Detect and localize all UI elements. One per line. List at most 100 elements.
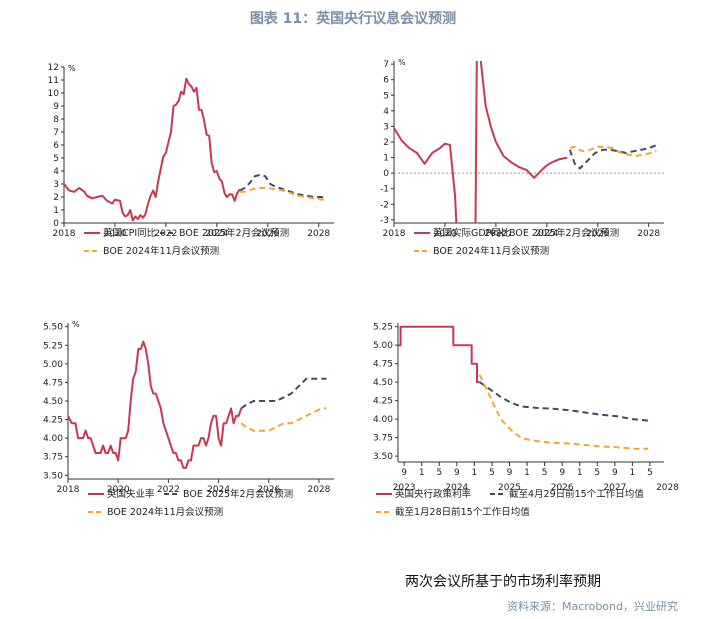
x-tick-label: 5 bbox=[647, 468, 653, 478]
x-tick-label: 9 bbox=[559, 468, 565, 478]
y-tick-label: 3.75 bbox=[43, 453, 63, 463]
y-tick-label: 5.25 bbox=[43, 341, 63, 351]
y-tick-label: 1 bbox=[53, 206, 59, 216]
y-tick-label: 4 bbox=[383, 107, 389, 117]
series-line-actual bbox=[398, 325, 480, 384]
y-tick-label: 4.00 bbox=[43, 434, 63, 444]
x-tick-label: 2022 bbox=[154, 229, 177, 239]
legend-label: BOE 2025年2月会议预测 bbox=[179, 227, 289, 239]
y-tick-label: 4.00 bbox=[373, 415, 393, 425]
y-tick-label: 3.50 bbox=[373, 452, 393, 462]
x-tick-label: 1 bbox=[472, 468, 478, 478]
x-tick-label: 9 bbox=[401, 468, 407, 478]
y-tick-label: 4.50 bbox=[373, 378, 393, 388]
x-year-label: 2028 bbox=[656, 483, 679, 493]
y-tick-label: 5 bbox=[53, 154, 59, 164]
x-tick-label: 2028 bbox=[307, 229, 330, 239]
gdp-chart: -3 -2 -1 0 1 2 3 4 5 6 7 % 2018 2020 2022 2024 2026 2028 英… bbox=[380, 58, 664, 257]
x-year-label: 2023 bbox=[393, 483, 416, 493]
y-tick-label: 6 bbox=[383, 76, 389, 86]
y-tick-label: 6 bbox=[53, 141, 59, 151]
source-note: 资料来源：Macrobond，兴业研究 bbox=[507, 600, 678, 613]
y-tick-label: 0 bbox=[383, 169, 389, 179]
y-tick-label: 4.75 bbox=[43, 378, 63, 388]
figure-title: 图表 11：英国央行议息会议预测 bbox=[249, 11, 457, 27]
y-tick-label: 5 bbox=[383, 91, 389, 101]
y-tick-label: 10 bbox=[48, 89, 60, 99]
x-tick-label: 1 bbox=[630, 468, 636, 478]
y-tick-label: -2 bbox=[380, 200, 389, 210]
series-line-nov2024 bbox=[239, 186, 327, 201]
series-line-feb2025 bbox=[479, 381, 649, 422]
y-tick-label: -3 bbox=[380, 216, 389, 226]
x-tick-label: 2018 bbox=[383, 229, 406, 239]
x-tick-label: 9 bbox=[612, 468, 618, 478]
y-tick-label: -1 bbox=[380, 185, 389, 195]
series-line-nov2024 bbox=[478, 374, 649, 450]
y-tick-label: 8 bbox=[53, 115, 59, 125]
legend-label: 截至1月28日前15个工作日均值 bbox=[395, 506, 530, 518]
y-tick-label: 5.50 bbox=[43, 323, 63, 333]
legend-label: 英国央行政策利率 bbox=[395, 488, 472, 500]
series-line-actual bbox=[394, 61, 568, 223]
y-tick-label: 5.00 bbox=[43, 360, 63, 370]
series-line-actual bbox=[64, 77, 241, 222]
x-tick-label: 2020 bbox=[107, 485, 130, 495]
x-tick-label: 5 bbox=[594, 468, 600, 478]
unemployment-chart: 3.50 3.75 4.00 4.25 4.50 4.75 5.00 5.25 5.50 % 201… bbox=[43, 320, 334, 518]
x-year-label: 2026 bbox=[551, 483, 574, 493]
x-tick-label: 9 bbox=[454, 468, 460, 478]
y-tick-label: 2 bbox=[53, 193, 59, 203]
legend-label: 英国实际GDP同比 bbox=[433, 227, 510, 239]
x-tick-label: 1 bbox=[419, 468, 425, 478]
x-tick-label: 2028 bbox=[307, 485, 330, 495]
legend-label: 截至4月29日前15个工作日均值 bbox=[509, 488, 644, 500]
legend-label: BOE 2024年11月会议预测 bbox=[107, 506, 223, 518]
legend-label: BOE 2024年11月会议预测 bbox=[103, 245, 219, 257]
legend-label: 英国CPI同比 bbox=[103, 227, 156, 239]
unit-label: % bbox=[72, 320, 80, 329]
legend-label: BOE 2025年2月会议预测 bbox=[509, 227, 619, 239]
unit-label: % bbox=[68, 64, 76, 73]
y-tick-label: 4 bbox=[53, 167, 59, 177]
x-year-label: 2025 bbox=[498, 483, 521, 493]
x-tick-label: 2018 bbox=[53, 229, 76, 239]
x-tick-label: 2024 bbox=[535, 229, 558, 239]
x-tick-label: 2020 bbox=[433, 229, 456, 239]
y-tick-label: 4.75 bbox=[373, 360, 393, 370]
y-tick-label: 2 bbox=[383, 138, 389, 148]
x-tick-label: 2026 bbox=[257, 485, 280, 495]
x-tick-label: 2026 bbox=[256, 229, 279, 239]
x-tick-label: 2024 bbox=[207, 485, 230, 495]
x-year-label: 2027 bbox=[603, 483, 626, 493]
x-year-label: 2024 bbox=[445, 483, 468, 493]
series-line-feb2025 bbox=[239, 173, 327, 200]
legend-label: BOE 2024年11月会议预测 bbox=[433, 245, 549, 257]
footer-caption: 两次会议所基于的市场利率预期 bbox=[405, 574, 601, 590]
legend-label: 英国失业率 bbox=[107, 488, 155, 500]
y-tick-label: 7 bbox=[383, 60, 389, 70]
y-tick-label: 9 bbox=[53, 102, 59, 112]
x-tick-label: 2026 bbox=[586, 229, 609, 239]
series-line-feb2025 bbox=[568, 144, 657, 170]
y-tick-label: 1 bbox=[383, 154, 389, 164]
series-line-nov2024 bbox=[569, 145, 657, 157]
y-tick-label: 7 bbox=[53, 128, 59, 138]
x-tick-label: 5 bbox=[542, 468, 548, 478]
legend-label: BOE 2025年2月会议预测 bbox=[183, 488, 293, 500]
y-tick-label: 12 bbox=[48, 63, 59, 73]
x-tick-label: 2022 bbox=[484, 229, 507, 239]
y-tick-label: 4.25 bbox=[43, 416, 63, 426]
x-tick-label: 5 bbox=[436, 468, 442, 478]
policy-rate-chart: 3.50 3.75 4.00 4.25 4.50 4.75 5.00 5.25 9 1 5 9 1 5 9 1… bbox=[373, 323, 679, 518]
x-tick-label: 2020 bbox=[103, 229, 126, 239]
y-tick-label: 3 bbox=[53, 180, 59, 190]
y-tick-label: 5.00 bbox=[373, 341, 393, 351]
series-line-feb2025 bbox=[240, 377, 327, 410]
x-tick-label: 2024 bbox=[205, 229, 228, 239]
y-tick-label: 3.75 bbox=[373, 434, 393, 444]
x-tick-label: 1 bbox=[577, 468, 583, 478]
y-tick-label: 4.25 bbox=[373, 397, 393, 407]
